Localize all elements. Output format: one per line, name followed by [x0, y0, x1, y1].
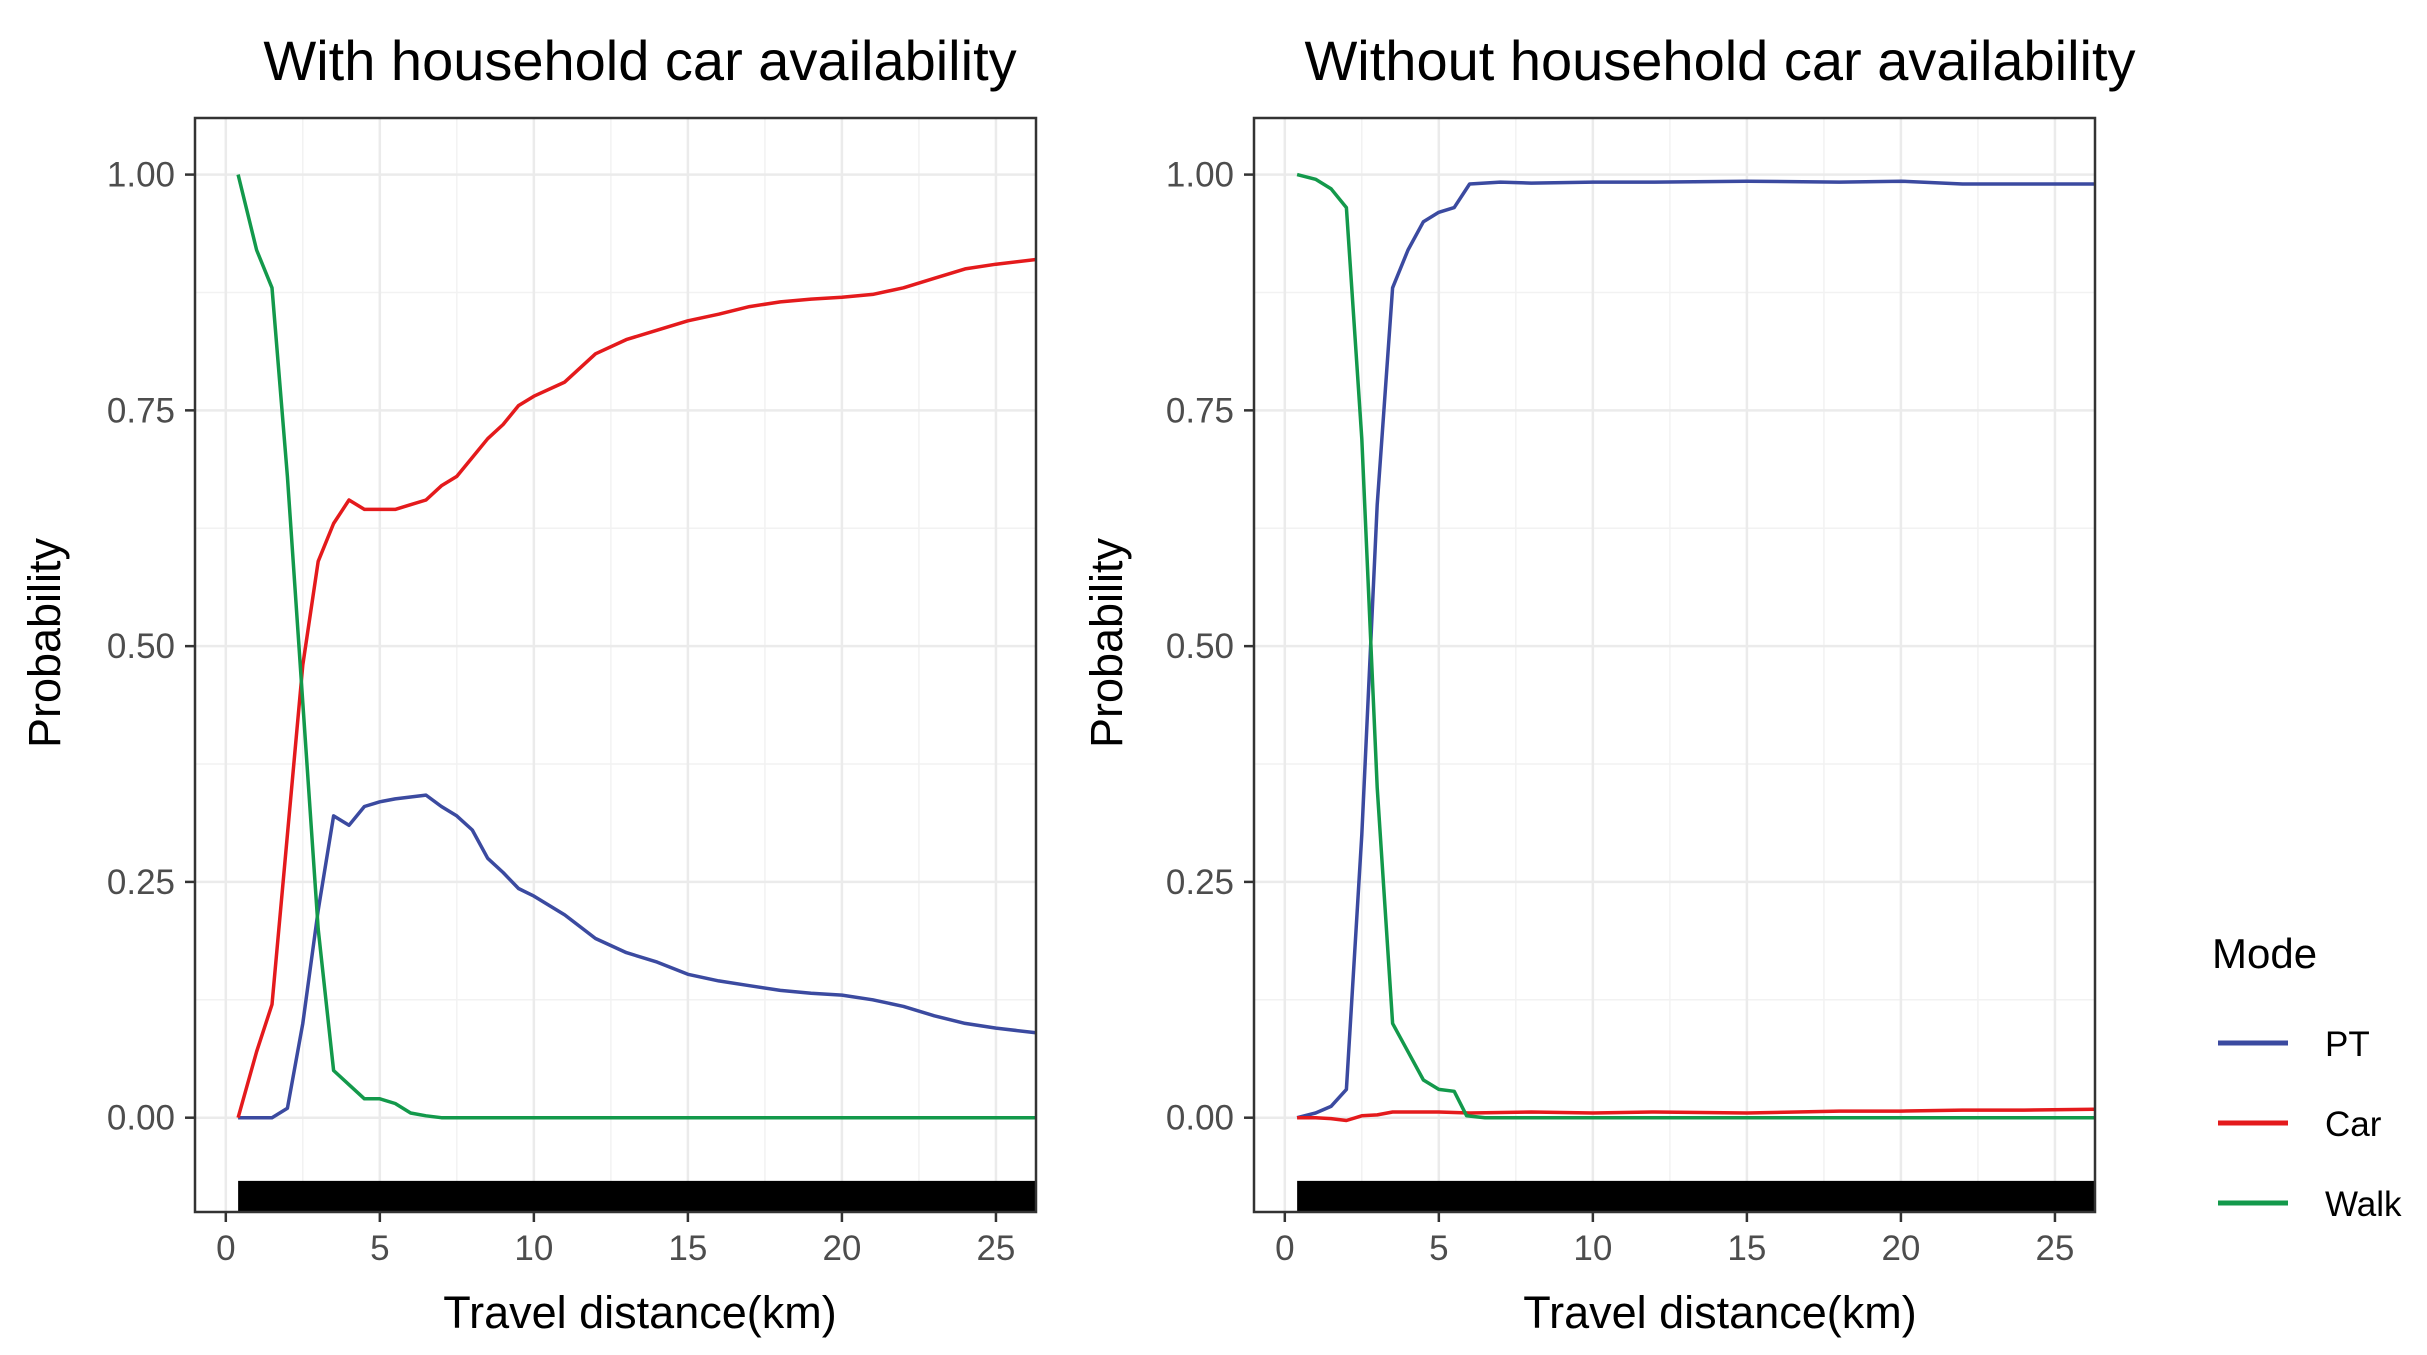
x-tick-label: 15 — [1727, 1229, 1766, 1268]
rug-bar — [238, 1180, 1037, 1212]
panel-title: Without household car availability — [1304, 29, 2135, 92]
x-axis-title: Travel distance(km) — [443, 1287, 836, 1338]
x-tick-label: 0 — [1275, 1229, 1294, 1268]
panel-title: With household car availability — [263, 29, 1016, 92]
series-line-walk — [1296, 172, 2095, 1120]
x-tick-label: 5 — [1429, 1229, 1448, 1268]
series-line-car — [1297, 1107, 2096, 1123]
legend-item-car: Car — [2218, 1105, 2382, 1144]
x-tick-label: 10 — [1573, 1229, 1612, 1268]
y-tick-label: 0.75 — [107, 391, 175, 430]
y-tick-label: 0.00 — [107, 1099, 175, 1138]
y-tick-label: 0.25 — [1166, 863, 1234, 902]
x-tick-label: 25 — [2035, 1229, 2074, 1268]
legend-label-walk: Walk — [2325, 1185, 2402, 1224]
series-line-pt — [238, 793, 1037, 1120]
legend: Mode PT Car Walk — [2212, 930, 2402, 1224]
x-axis-title: Travel distance(km) — [1523, 1287, 1916, 1338]
y-axis-title: Probability — [19, 537, 70, 748]
y-tick-label: 0.50 — [107, 627, 175, 666]
legend-title: Mode — [2212, 930, 2317, 977]
rug-bar — [1297, 1180, 2095, 1212]
x-tick-label: 15 — [668, 1229, 707, 1268]
y-tick-label: 1.00 — [107, 156, 175, 195]
series-line-pt — [1296, 179, 2095, 1120]
panel-with-car: With household car availability 0 5 10 15 20… — [19, 29, 1038, 1338]
x-tick-label: 10 — [514, 1229, 553, 1268]
legend-label-car: Car — [2325, 1105, 2382, 1144]
x-tick-label: 25 — [976, 1229, 1015, 1268]
legend-item-walk: Walk — [2218, 1185, 2402, 1224]
panel-border — [1252, 116, 2097, 1214]
x-tick-label: 5 — [370, 1229, 389, 1268]
y-tick-label: 1.00 — [1166, 156, 1234, 195]
y-axis-title: Probability — [1081, 537, 1132, 748]
y-tick-label: 0.00 — [1166, 1099, 1234, 1138]
series-line-walk — [236, 174, 1036, 1120]
panel-border — [193, 116, 1038, 1214]
x-tick-label: 20 — [1881, 1229, 1920, 1268]
panel-without-car: Without household car availability 0 5 10 1… — [1081, 29, 2136, 1338]
y-tick-label: 0.25 — [107, 863, 175, 902]
legend-item-pt: PT — [2218, 1025, 2370, 1064]
y-tick-label: 0.50 — [1166, 627, 1234, 666]
x-tick-label: 20 — [822, 1229, 861, 1268]
legend-label-pt: PT — [2325, 1025, 2370, 1064]
y-tick-label: 0.75 — [1166, 391, 1234, 430]
series-line-car — [236, 257, 1037, 1119]
x-tick-label: 0 — [216, 1229, 235, 1268]
